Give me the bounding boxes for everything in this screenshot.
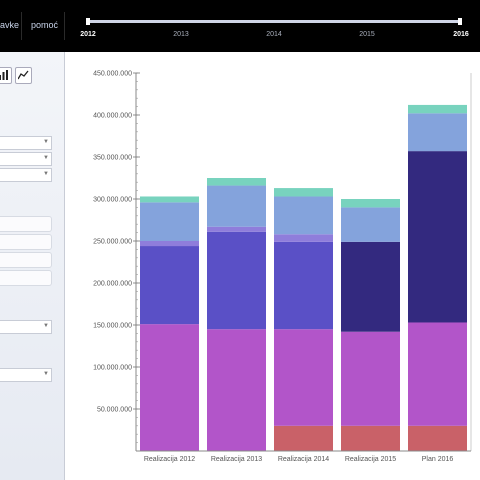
chevron-down-icon: ▼: [43, 371, 49, 377]
y-tick-label: 100.000.000: [93, 365, 132, 372]
filter-dropdown-3[interactable]: ▼: [0, 168, 52, 182]
chart-panel: 50.000.000 100.000.000 150.000.000 200.000.…: [66, 52, 480, 480]
nav-link-help[interactable]: pomoć: [31, 20, 59, 30]
bar-segment[interactable]: [140, 241, 199, 247]
filter-dropdown-1[interactable]: ▼: [0, 136, 52, 150]
y-tick-label: 450.000.000: [93, 71, 132, 78]
filter-field-1[interactable]: [0, 216, 52, 232]
bar-segment[interactable]: [408, 425, 467, 451]
filter-dropdown-4[interactable]: ▼: [0, 320, 52, 334]
bar-segment[interactable]: [140, 246, 199, 325]
bar-segment[interactable]: [207, 329, 266, 451]
bar-segment[interactable]: [140, 196, 199, 203]
chevron-down-icon: ▼: [43, 139, 49, 145]
bar-segment[interactable]: [408, 322, 467, 426]
slider-start-handle[interactable]: [86, 18, 90, 25]
filter-sidebar: ▼ ▼ ▼ ▼ ▼: [0, 52, 65, 480]
bar-segment[interactable]: [341, 425, 400, 451]
bar-segment[interactable]: [207, 226, 266, 232]
bar-segment[interactable]: [274, 425, 333, 451]
bar-segment[interactable]: [408, 113, 467, 152]
slider-end-handle[interactable]: [458, 18, 462, 25]
x-tick-label: Realizacija 2015: [345, 456, 396, 463]
bar-segment[interactable]: [341, 207, 400, 242]
bar-segment[interactable]: [274, 188, 333, 197]
x-tick-label: Realizacija 2014: [278, 456, 329, 463]
year-label-2013[interactable]: 2013: [173, 31, 189, 38]
slider-track[interactable]: [86, 20, 462, 23]
year-label-2015[interactable]: 2015: [359, 31, 375, 38]
chevron-down-icon: ▼: [43, 171, 49, 177]
nav-divider: [64, 12, 65, 40]
nav-divider: [21, 12, 22, 40]
bar-segment[interactable]: [274, 329, 333, 426]
bar-segment[interactable]: [207, 231, 266, 330]
filter-field-3[interactable]: [0, 252, 52, 268]
y-tick-label: 200.000.000: [93, 281, 132, 288]
line-chart-icon[interactable]: [15, 67, 32, 84]
filter-dropdown-5[interactable]: ▼: [0, 368, 52, 382]
bar-segment[interactable]: [408, 151, 467, 323]
y-tick-label: 300.000.000: [93, 197, 132, 204]
bar-segment[interactable]: [207, 178, 266, 186]
year-label-2014[interactable]: 2014: [266, 31, 282, 38]
x-tick-label: Plan 2016: [422, 456, 454, 463]
bar-segment[interactable]: [408, 104, 467, 114]
bar-segment[interactable]: [341, 241, 400, 332]
bar-segment[interactable]: [274, 196, 333, 235]
filter-field-2[interactable]: [0, 234, 52, 250]
y-tick-label: 150.000.000: [93, 323, 132, 330]
bar-chart-icon[interactable]: [0, 67, 12, 84]
year-label-2012[interactable]: 2012: [80, 31, 96, 38]
bar-segment[interactable]: [341, 331, 400, 426]
y-tick-label: 400.000.000: [93, 113, 132, 120]
top-bar: avke pomoć 2012 2013 2014 2015 2016: [0, 0, 480, 52]
y-tick-label: 350.000.000: [93, 155, 132, 162]
x-tick-label: Realizacija 2013: [211, 456, 262, 463]
y-axis: 50.000.000 100.000.000 150.000.000 200.000.…: [93, 71, 472, 452]
bar-segment[interactable]: [207, 185, 266, 227]
chevron-down-icon: ▼: [43, 323, 49, 329]
bar-segment[interactable]: [140, 202, 199, 241]
y-tick-label: 250.000.000: [93, 239, 132, 246]
y-tick-label: 50.000.000: [97, 407, 132, 414]
filter-field-4[interactable]: [0, 270, 52, 286]
stacked-bar-chart: 50.000.000 100.000.000 150.000.000 200.000.…: [93, 71, 472, 463]
bars: [140, 104, 467, 451]
x-tick-label: Realizacija 2012: [144, 456, 195, 463]
bar-segment[interactable]: [274, 241, 333, 330]
nav-link-avke[interactable]: avke: [0, 20, 20, 30]
bar-segment[interactable]: [274, 234, 333, 242]
bar-segment[interactable]: [140, 324, 199, 451]
bar-segment[interactable]: [341, 199, 400, 208]
year-range-slider[interactable]: [86, 18, 462, 25]
year-label-2016[interactable]: 2016: [453, 31, 469, 38]
x-axis: Realizacija 2012 Realizacija 2013 Realizac…: [136, 450, 471, 463]
filter-dropdown-2[interactable]: ▼: [0, 152, 52, 166]
chevron-down-icon: ▼: [43, 155, 49, 161]
